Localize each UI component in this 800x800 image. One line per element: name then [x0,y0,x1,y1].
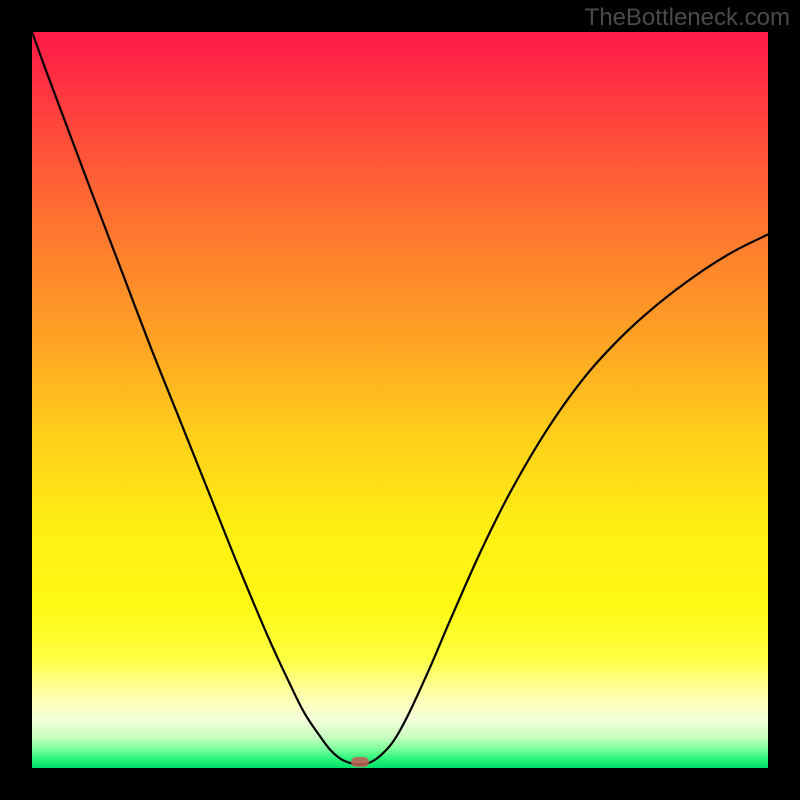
chart-outer: TheBottleneck.com [0,0,800,800]
plot-gradient [32,32,768,768]
watermark-text: TheBottleneck.com [585,4,790,32]
chart-svg [0,0,800,800]
minimum-marker [351,757,369,767]
